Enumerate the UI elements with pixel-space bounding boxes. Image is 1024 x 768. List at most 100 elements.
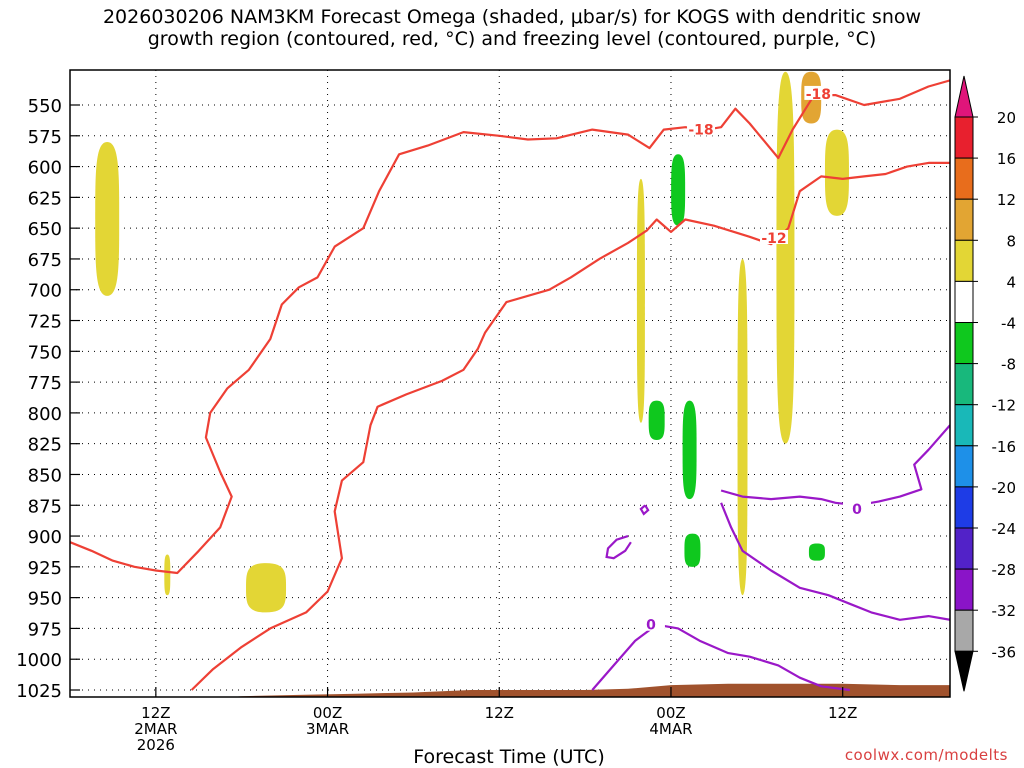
- colorbar-swatch: [954, 568, 974, 611]
- y-tick-label: 825: [28, 435, 62, 456]
- omega-region: [737, 258, 748, 596]
- contour-label-bg: [760, 230, 788, 245]
- colorbar-label: 12: [997, 191, 1016, 209]
- colorbar-label: 8: [1006, 232, 1016, 250]
- y-tick-label: 725: [28, 312, 62, 333]
- colorbar-label: 16: [997, 150, 1016, 168]
- omega-region: [636, 178, 645, 423]
- contour-label-bg: [687, 121, 716, 136]
- contour-label-bg: [636, 616, 665, 631]
- colorbar-label: -4: [1001, 315, 1016, 333]
- omega-region: [776, 71, 795, 444]
- colorbar-label: -20: [992, 479, 1017, 497]
- y-axis: 550 575 600 625 650 675 700 725 750 775 800 825 850 8…: [16, 96, 80, 702]
- freezing-level-contour: [720, 424, 950, 507]
- y-tick-label: 1025: [16, 681, 62, 702]
- colorbar-swatch: [954, 322, 974, 365]
- contour-label-bg: [804, 85, 833, 100]
- x-tick-label: 12Z: [141, 704, 170, 722]
- colorbar-swatch: [954, 198, 974, 241]
- contour-lines: [70, 79, 950, 692]
- colorbar-swatch: [954, 445, 974, 488]
- y-tick-label: 950: [28, 589, 62, 610]
- omega-region: [671, 154, 686, 226]
- y-tick-label: 750: [28, 342, 62, 363]
- x-tick-label: 2MAR: [134, 720, 177, 738]
- freezing-level-contour: [591, 623, 850, 692]
- omega-region: [824, 129, 849, 216]
- credit-text: coolwx.com/modelts: [844, 746, 1008, 764]
- freezing-level-contour: [605, 535, 632, 560]
- colorbar-swatch: [954, 239, 974, 282]
- colorbar-swatch: [954, 116, 974, 159]
- y-tick-label: 1000: [16, 650, 62, 671]
- terrain-fill: [70, 683, 950, 697]
- y-tick-label: 550: [28, 96, 62, 117]
- x-tick-label: 3MAR: [306, 720, 349, 738]
- omega-region: [808, 543, 825, 561]
- contour-label-bg: [842, 500, 871, 515]
- x-tick-label: 12Z: [485, 704, 514, 722]
- colorbar-swatch: [954, 527, 974, 570]
- y-tick-label: 700: [28, 281, 62, 302]
- y-tick-label: 600: [28, 158, 62, 179]
- omega-shading: [95, 71, 849, 613]
- colorbar-swatch: [954, 280, 974, 323]
- colorbar-swatch: [954, 486, 974, 529]
- y-tick-label: 775: [28, 373, 62, 394]
- colorbar-label: -28: [992, 561, 1017, 579]
- grid-lines: [70, 70, 950, 697]
- colorbar-swatch: [954, 157, 974, 200]
- contour-label: 0: [646, 618, 656, 634]
- y-tick-label: 675: [28, 250, 62, 271]
- omega-region: [95, 141, 120, 296]
- contour-label: -12: [761, 231, 786, 247]
- x-tick-label: 4MAR: [649, 720, 692, 738]
- omega-region: [682, 400, 697, 500]
- colorbar-label: 4: [1006, 273, 1016, 291]
- terrain: [70, 683, 950, 697]
- colorbar-label: -16: [992, 438, 1017, 456]
- contour-label: -18: [688, 123, 713, 139]
- omega-region: [164, 554, 171, 596]
- colorbar-label: -36: [992, 643, 1017, 661]
- x-tick-label: 00Z: [656, 704, 685, 722]
- contour-label: 0: [852, 502, 862, 518]
- colorbar-swatch: [954, 363, 974, 406]
- omega-region: [648, 400, 665, 440]
- plot-frame: [69, 69, 951, 698]
- y-tick-label: 850: [28, 465, 62, 486]
- colorbar-swatch: [954, 609, 974, 652]
- freezing-level-contour: [639, 504, 650, 516]
- x-tick-label: 00Z: [313, 704, 342, 722]
- dgz-temperature-contour: [70, 79, 950, 575]
- omega-region: [246, 563, 287, 613]
- omega-region: [684, 533, 701, 567]
- colorbar-label: -32: [992, 602, 1017, 620]
- y-tick-label: 875: [28, 496, 62, 517]
- colorbar-label: -8: [1001, 356, 1016, 374]
- chart-title-line1: 2026030206 NAM3KM Forecast Omega (shaded…: [102, 6, 922, 28]
- colorbar-swatch: [954, 404, 974, 447]
- freezing-level-contour: [720, 502, 950, 621]
- colorbar-top-arrow: [954, 75, 974, 118]
- y-tick-label: 575: [28, 127, 62, 148]
- x-axis-label: Forecast Time (UTC): [413, 746, 605, 768]
- contour-labels: -18 -18 -12 0 0: [636, 85, 871, 634]
- y-tick-label: 800: [28, 404, 62, 425]
- x-tick-label: 2026: [137, 736, 175, 754]
- y-tick-label: 650: [28, 219, 62, 240]
- colorbar-label: 20: [997, 109, 1016, 127]
- colorbar-bottom-arrow: [954, 650, 974, 692]
- contour-label: -18: [806, 87, 831, 103]
- y-tick-label: 925: [28, 558, 62, 579]
- colorbar: 20 16 12 8 4 -4 -8 -12 -16 -20 -24 -28 -32 -36: [954, 75, 1017, 692]
- y-tick-label: 625: [28, 188, 62, 209]
- x-tick-label: 12Z: [828, 704, 857, 722]
- y-tick-label: 975: [28, 619, 62, 640]
- dgz-temperature-contour: [190, 161, 950, 691]
- colorbar-label: -24: [992, 520, 1017, 538]
- chart-title-line2: growth region (contoured, red, °C) and f…: [147, 28, 877, 50]
